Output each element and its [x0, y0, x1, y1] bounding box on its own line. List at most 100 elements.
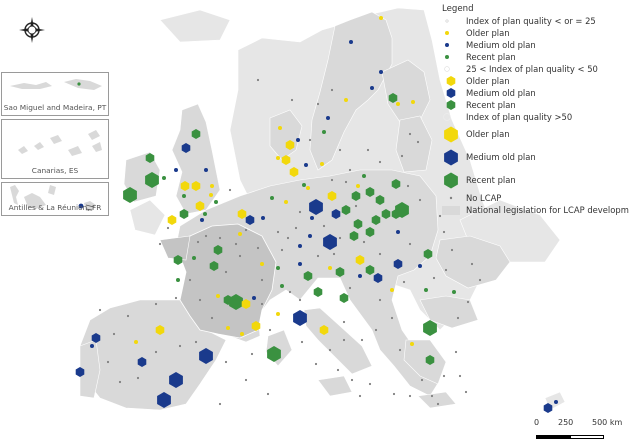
- recent-plan-low-quality-marker: [203, 212, 207, 216]
- medium-old-plan-low-quality-marker: [261, 216, 265, 220]
- no-lcap-dot: [224, 360, 228, 364]
- no-lcap-dot: [330, 88, 334, 92]
- older-plan-mid-quality-marker: [237, 209, 247, 219]
- scale-label-zero: 0: [534, 418, 540, 427]
- no-lcap-dot: [260, 302, 264, 306]
- older-plan-mid-quality-marker: [167, 215, 177, 225]
- no-lcap-dot: [466, 300, 470, 304]
- no-lcap-dot: [234, 242, 238, 246]
- no-lcap-dot: [228, 188, 232, 192]
- no-lcap-dot: [118, 380, 122, 384]
- recent-plan-mid-quality-marker: [381, 209, 391, 219]
- no-lcap-dot: [478, 278, 482, 282]
- recent-plan-low-quality-marker: [424, 288, 428, 292]
- older-plan-low-quality-marker: [210, 184, 214, 188]
- medium-old-plan-low-quality-marker: [298, 244, 302, 248]
- no-lcap-dot: [288, 290, 292, 294]
- medium-old-plan-low-quality-marker: [370, 86, 374, 90]
- no-lcap-dot: [408, 242, 412, 246]
- no-lcap-dot: [178, 344, 182, 348]
- legend-group3-heading: Index of plan quality >50: [438, 111, 628, 123]
- medium-old-plan-low-quality-marker: [379, 70, 383, 74]
- no-lcap-dot: [348, 168, 352, 172]
- recent-plan-high-quality-marker: [395, 202, 409, 218]
- no-lcap-dot: [432, 276, 436, 280]
- no-lcap-dot: [430, 394, 434, 398]
- no-lcap-dot: [244, 228, 248, 232]
- no-lcap-dot: [166, 226, 170, 230]
- recent-plan-mid-quality-marker: [303, 271, 313, 281]
- no-lcap-dot: [322, 224, 326, 228]
- no-lcap-dot: [408, 132, 412, 136]
- scale-bar: 0 250 500 km: [534, 418, 629, 442]
- older-plan-mid-quality-marker: [195, 201, 205, 211]
- no-lcap-dot: [218, 236, 222, 240]
- recent-plan-mid-quality-marker: [375, 195, 385, 205]
- no-lcap-dot: [344, 180, 348, 184]
- recent-plan-high-quality-marker: [267, 346, 281, 362]
- medium-old-plan-low-quality-marker: [554, 400, 558, 404]
- no-lcap-dot: [154, 302, 158, 306]
- no-lcap-dot: [268, 328, 272, 332]
- no-lcap-dot: [420, 378, 424, 382]
- recent-plan-low-quality-marker: [276, 266, 280, 270]
- recent-plan-low-quality-marker: [362, 174, 366, 178]
- older-plan-low-quality-marker: [390, 288, 394, 292]
- no-lcap-dot: [354, 204, 358, 208]
- recent-plan-low-quality-marker: [452, 290, 456, 294]
- medium-old-plan-low-quality-marker: [308, 234, 312, 238]
- no-lcap-dot: [106, 360, 110, 364]
- inset-azores-madeira: Sao Miguel and Madeira, PT: [1, 72, 109, 116]
- no-lcap-dot: [408, 394, 412, 398]
- recent-plan-low-quality-marker: [162, 176, 166, 180]
- no-lcap-dot: [174, 296, 178, 300]
- medium-old-plan-mid-quality-marker: [75, 367, 85, 377]
- recent-plan-high-quality-marker: [145, 172, 159, 188]
- older-plan-low-quality-marker: [216, 294, 220, 298]
- older-plan-mid-quality-marker: [191, 181, 201, 191]
- inset-label-canarias: Canarias, ES: [31, 166, 79, 175]
- medium-old-plan-high-quality-marker: [199, 348, 213, 364]
- no-lcap-dot: [112, 332, 116, 336]
- medium-old-plan-low-quality-marker: [204, 168, 208, 172]
- no-lcap-dot: [392, 392, 396, 396]
- recent-plan-low-quality-marker: [192, 256, 196, 260]
- older-plan-low-quality-marker: [284, 200, 288, 204]
- recent-plan-high-quality-marker: [229, 294, 243, 310]
- older-plan-low-quality-marker: [320, 162, 324, 166]
- legend-g2-recent: Recent plan: [438, 99, 628, 111]
- older-plan-low-quality-marker: [411, 100, 415, 104]
- older-plan-low-quality-marker: [209, 193, 213, 197]
- recent-plan-mid-quality-marker: [179, 209, 189, 219]
- legend-g3-older: Older plan: [438, 123, 628, 146]
- no-lcap-dot: [378, 298, 382, 302]
- recent-plan-mid-quality-marker: [353, 219, 363, 229]
- compass-rose-icon: [19, 17, 45, 43]
- inset-label-antilles: Antilles & La Réunion, FR: [8, 203, 102, 212]
- no-lcap-dot: [436, 402, 440, 406]
- no-lcap-dot: [418, 198, 422, 202]
- no-lcap-dot: [332, 252, 336, 256]
- no-lcap-dot: [338, 148, 342, 152]
- no-lcap-dot: [338, 236, 342, 240]
- no-lcap-dot: [374, 328, 378, 332]
- no-lcap-dot: [336, 368, 340, 372]
- no-lcap-dot: [300, 340, 304, 344]
- no-lcap-dot: [224, 270, 228, 274]
- legend-national-legislation: National legislation for LCAP developmen…: [438, 204, 629, 216]
- legend-no-lcap: No LCAP: [438, 192, 628, 204]
- older-plan-low-quality-marker: [238, 232, 242, 236]
- medium-old-plan-low-quality-marker: [358, 274, 362, 278]
- no-lcap-dot: [358, 394, 362, 398]
- country-france-nw: [159, 235, 191, 261]
- no-lcap-dot: [244, 378, 248, 382]
- no-lcap-dot: [290, 98, 294, 102]
- older-plan-low-quality-marker: [278, 126, 282, 130]
- older-plan-low-quality-marker: [396, 102, 400, 106]
- medium-old-plan-low-quality-marker: [90, 344, 94, 348]
- recent-plan-mid-quality-marker: [335, 267, 345, 277]
- no-lcap-dot: [368, 382, 372, 386]
- no-lcap-dot: [276, 230, 280, 234]
- medium-old-plan-low-quality-marker: [174, 168, 178, 172]
